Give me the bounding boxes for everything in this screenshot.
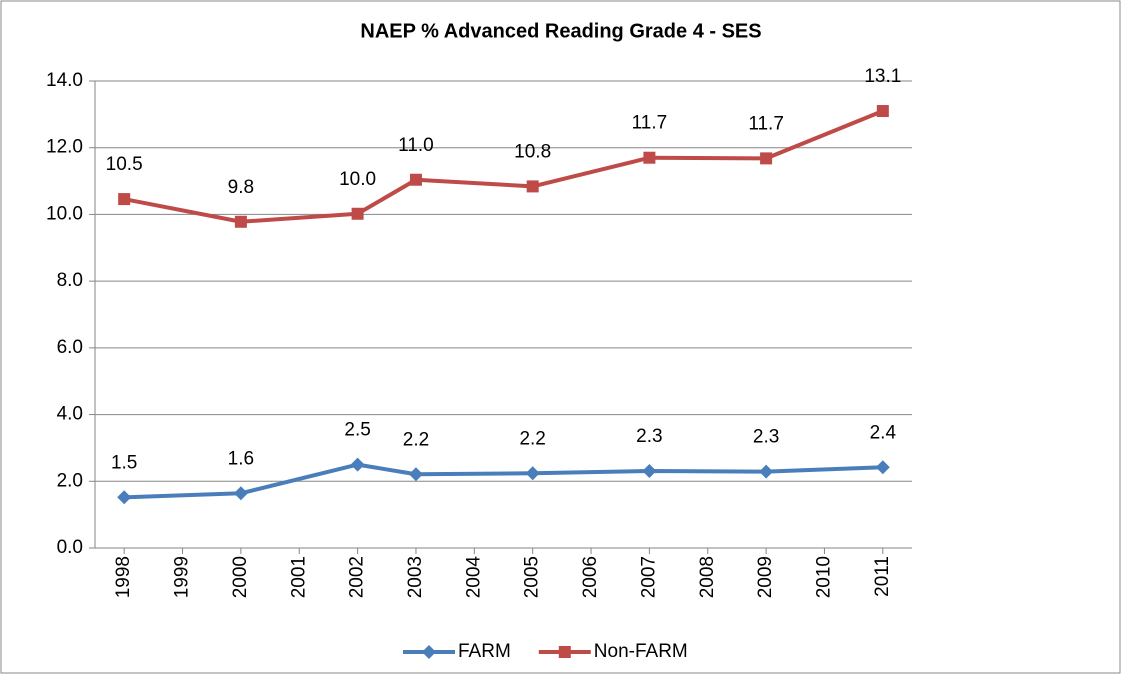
x-tick-label: 2010 bbox=[813, 556, 834, 598]
data-label: 11.7 bbox=[748, 113, 784, 134]
data-label: 2.3 bbox=[636, 426, 662, 447]
marker bbox=[118, 193, 131, 206]
y-tick-label: 12.0 bbox=[46, 137, 83, 158]
data-label: 1.6 bbox=[228, 448, 254, 469]
marker bbox=[642, 463, 657, 478]
marker bbox=[350, 457, 365, 472]
data-label: 11.7 bbox=[632, 113, 668, 134]
x-tick-label: 2003 bbox=[405, 556, 426, 598]
series-line bbox=[124, 462, 883, 500]
y-tick-label: 6.0 bbox=[57, 337, 83, 358]
series-line bbox=[123, 109, 884, 224]
data-label: 10.8 bbox=[514, 141, 551, 162]
data-label: 9.8 bbox=[228, 177, 254, 198]
data-label: 2.4 bbox=[870, 422, 897, 443]
data-label: 10.5 bbox=[106, 154, 143, 175]
legend-marker bbox=[422, 645, 436, 659]
legend-label: Non-FARM bbox=[594, 641, 688, 662]
y-tick-label: 2.0 bbox=[57, 470, 83, 491]
legend-label: FARM bbox=[458, 641, 511, 662]
x-tick-label: 2000 bbox=[230, 556, 251, 598]
marker bbox=[760, 152, 773, 165]
data-label: 13.1 bbox=[864, 66, 901, 87]
x-tick-label: 2001 bbox=[288, 556, 309, 598]
x-tick-label: 1999 bbox=[172, 556, 193, 598]
marker bbox=[759, 464, 774, 479]
marker bbox=[526, 180, 539, 193]
x-tick-label: 2004 bbox=[463, 556, 484, 599]
x-tick-label: 2008 bbox=[697, 556, 718, 598]
marker bbox=[409, 173, 422, 186]
x-tick-label: 2006 bbox=[580, 556, 601, 598]
y-tick-label: 0.0 bbox=[57, 537, 83, 558]
x-tick-label: 2009 bbox=[755, 556, 776, 598]
data-label: 2.2 bbox=[403, 429, 429, 450]
marker bbox=[351, 207, 364, 220]
chart-title: NAEP % Advanced Reading Grade 4 - SES bbox=[360, 20, 761, 42]
data-label: 2.3 bbox=[753, 427, 779, 448]
data-label: 2.5 bbox=[344, 420, 370, 441]
marker bbox=[234, 215, 247, 228]
marker bbox=[875, 460, 890, 475]
data-label: 1.5 bbox=[111, 452, 137, 473]
data-label: 11.0 bbox=[398, 135, 434, 156]
x-tick-label: 2002 bbox=[347, 556, 368, 598]
y-tick-label: 10.0 bbox=[46, 203, 83, 224]
y-tick-label: 14.0 bbox=[46, 70, 83, 91]
x-tick-label: 2005 bbox=[522, 556, 543, 598]
marker bbox=[525, 466, 540, 481]
y-tick-label: 4.0 bbox=[57, 404, 83, 425]
data-label: 2.2 bbox=[519, 428, 545, 449]
legend-marker bbox=[558, 646, 571, 658]
marker bbox=[643, 151, 656, 164]
y-tick-label: 8.0 bbox=[57, 270, 83, 291]
data-label: 10.0 bbox=[339, 169, 376, 190]
marker bbox=[876, 105, 889, 118]
x-tick-label: 2007 bbox=[638, 556, 659, 598]
x-tick-label: 1998 bbox=[113, 556, 134, 598]
marker bbox=[233, 486, 248, 501]
x-tick-label: 2011 bbox=[872, 556, 893, 597]
marker bbox=[408, 467, 423, 482]
marker bbox=[117, 490, 132, 505]
